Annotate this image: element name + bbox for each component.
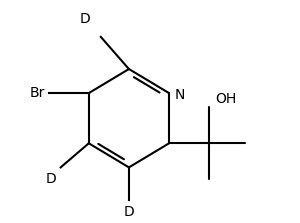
Text: D: D [80, 12, 90, 26]
Text: Br: Br [29, 86, 45, 100]
Text: OH: OH [215, 92, 236, 106]
Text: N: N [175, 88, 185, 102]
Text: D: D [124, 204, 134, 219]
Text: D: D [45, 172, 56, 186]
